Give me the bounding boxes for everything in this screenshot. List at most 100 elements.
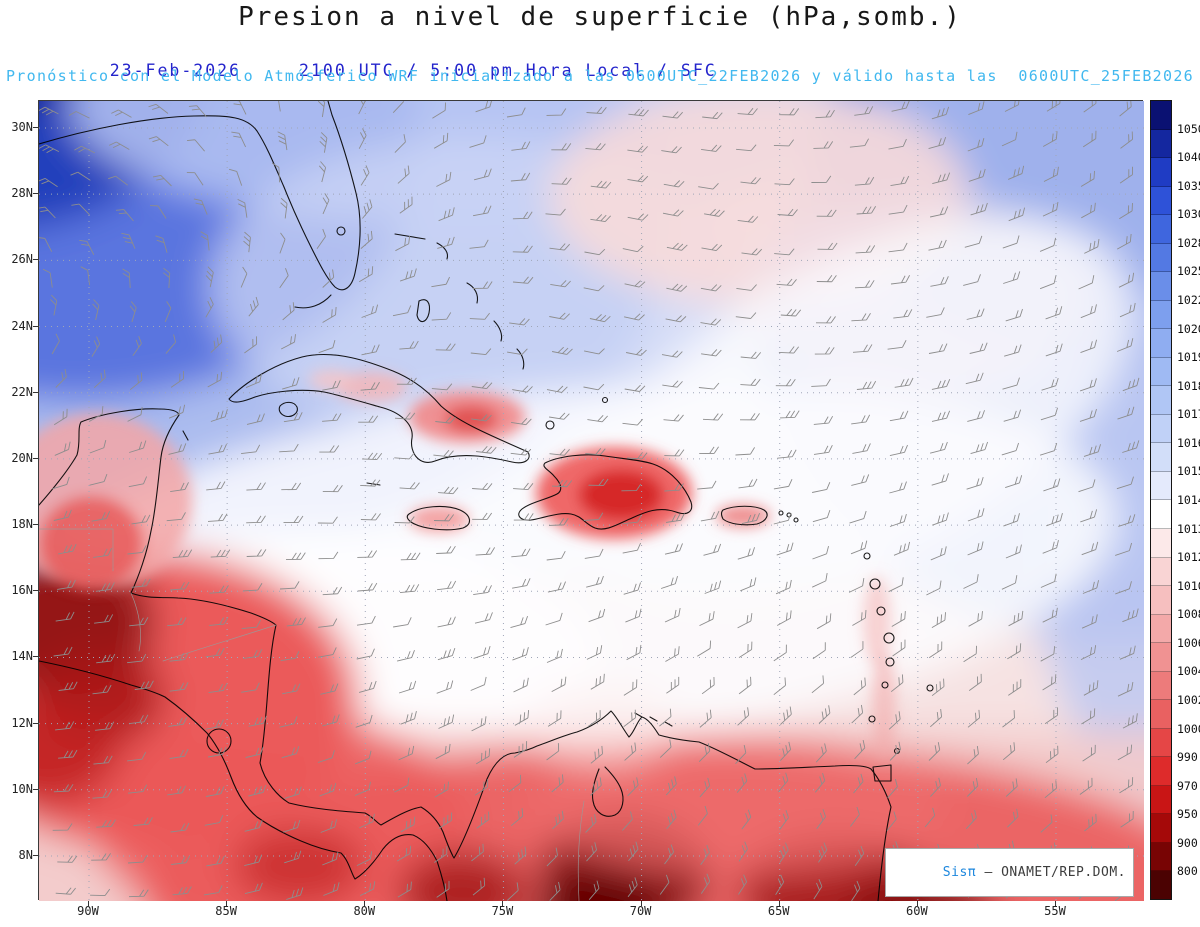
colorbar-segment: [1151, 671, 1171, 701]
colorbar-label: 1019: [1177, 350, 1200, 365]
colorbar-label: 1022: [1177, 293, 1200, 307]
colorbar-segment: [1151, 728, 1171, 758]
lon-label: 75W: [491, 904, 514, 918]
colorbar-segment: [1151, 443, 1171, 472]
lat-tick: [33, 193, 38, 195]
colorbar-label: 1004: [1177, 664, 1200, 679]
lat-label: 26N: [11, 252, 33, 267]
colorbar-segment: [1151, 842, 1171, 872]
watermark-org: – ONAMET/REP.DOM.: [984, 865, 1126, 880]
lon-tick: [778, 901, 780, 906]
lon-label: 70W: [629, 904, 652, 918]
lat-label: 16N: [11, 583, 33, 598]
model-info-line: Pronóstico con el Modelo Atmósferico WRF…: [5, 67, 1195, 85]
lat-label: 14N: [11, 649, 33, 664]
lon-label: 55W: [1044, 904, 1066, 918]
lon-label: 60W: [906, 904, 928, 918]
lat-label: 8N: [18, 847, 33, 862]
colorbar-label: 1025: [1177, 264, 1200, 279]
pressure-map-svg: [39, 101, 1144, 901]
colorbar-label: 1017: [1177, 407, 1200, 422]
colorbar-label: 950: [1177, 807, 1198, 822]
colorbar-label: 1050: [1177, 121, 1200, 136]
colorbar-segment: [1151, 158, 1171, 187]
colorbar-label: 990: [1177, 750, 1198, 765]
valid-time: 2100 UTC / 5:00 pm Hora Local / SFC: [299, 61, 717, 80]
lat-tick: [33, 457, 38, 459]
colorbar-label: 1020: [1177, 321, 1200, 336]
wind-barbs-layer: [39, 101, 1140, 901]
colorbar-segment: [1151, 101, 1171, 130]
colorbar-segment: [1151, 129, 1171, 159]
datetime-line: 23-Feb-2026 2100 UTC / 5:00 pm Hora Local…: [62, 42, 717, 99]
colorbar-label: 970: [1177, 778, 1198, 793]
colorbar-segment: [1151, 643, 1171, 672]
colorbar-segment: [1151, 243, 1171, 273]
colorbar-label: 800: [1177, 864, 1198, 879]
lat-tick: [33, 854, 38, 856]
colorbar-segment: [1151, 386, 1171, 415]
pressure-shading-layer: [39, 101, 1144, 901]
lat-tick: [33, 788, 38, 790]
colorbar-label: 1000: [1177, 721, 1200, 736]
colorbar-segment: [1151, 500, 1171, 529]
colorbar-label: 1013: [1177, 521, 1200, 536]
colorbar-segment: [1151, 700, 1171, 729]
colorbar-segment: [1151, 357, 1171, 387]
page-title: Presion a nivel de superficie (hPa,somb.…: [238, 2, 962, 32]
colorbar-label: 1002: [1177, 693, 1200, 707]
colorbar-label: 1035: [1177, 178, 1200, 193]
colorbar-segment: [1151, 471, 1171, 501]
lon-label: 80W: [353, 904, 376, 918]
lat-tick: [33, 259, 38, 261]
lon-label: 65W: [767, 904, 790, 918]
lat-tick: [33, 325, 38, 327]
colorbar-label: 1018: [1177, 378, 1200, 393]
lon-tick: [916, 901, 918, 906]
island-heat-layer: [39, 370, 896, 761]
colorbar-label: 1008: [1177, 607, 1200, 622]
lat-label: 18N: [11, 517, 33, 532]
colorbar-segment: [1151, 528, 1171, 558]
colorbar-label: 1015: [1177, 464, 1200, 479]
colorbar-segment: [1151, 557, 1171, 587]
valid-date: 23-Feb-2026: [109, 61, 242, 80]
lat-label: 10N: [11, 781, 33, 796]
watermark-brand: Sisπ: [942, 865, 977, 880]
lat-label: 30N: [11, 120, 33, 134]
colorbar-label: 1006: [1177, 635, 1200, 650]
colorbar-label: 1014: [1177, 493, 1200, 507]
lat-label: 22N: [11, 384, 33, 399]
colorbar-segment: [1151, 329, 1171, 358]
colorbar-segment: [1151, 272, 1171, 301]
lat-label: 12N: [11, 715, 33, 730]
colorbar-label: 1010: [1177, 578, 1200, 593]
colorbar-label: 1030: [1177, 207, 1200, 222]
lat-tick: [33, 127, 38, 128]
lat-label: 24N: [11, 318, 33, 333]
lon-label: 85W: [215, 904, 237, 918]
colorbar-segment: [1151, 414, 1171, 444]
lon-tick: [640, 901, 642, 906]
lon-tick: [502, 901, 504, 906]
map-canvas: Sisπ – ONAMET/REP.DOM.: [38, 100, 1144, 901]
colorbar-segment: [1151, 757, 1171, 786]
colorbar-label: 1028: [1177, 235, 1200, 250]
lat-label: 20N: [11, 450, 33, 465]
colorbar-segment: [1151, 300, 1171, 330]
coastline-layer: [39, 101, 934, 901]
lat-tick: [33, 391, 38, 393]
colorbar-label: 1040: [1177, 150, 1200, 165]
colorbar-segment: [1151, 814, 1171, 843]
lon-tick: [226, 901, 228, 906]
colorbar-label: 1012: [1177, 550, 1200, 565]
lat-tick: [33, 524, 38, 526]
colorbar-segment: [1151, 614, 1171, 644]
colorbar-segment: [1151, 586, 1171, 615]
colorbar-label: 1016: [1177, 435, 1200, 450]
lon-tick: [1055, 901, 1056, 906]
lon-tick: [88, 901, 89, 906]
lon-tick: [364, 901, 366, 906]
colorbar-segment: [1151, 215, 1171, 244]
watermark: Sisπ – ONAMET/REP.DOM.: [884, 848, 1134, 897]
